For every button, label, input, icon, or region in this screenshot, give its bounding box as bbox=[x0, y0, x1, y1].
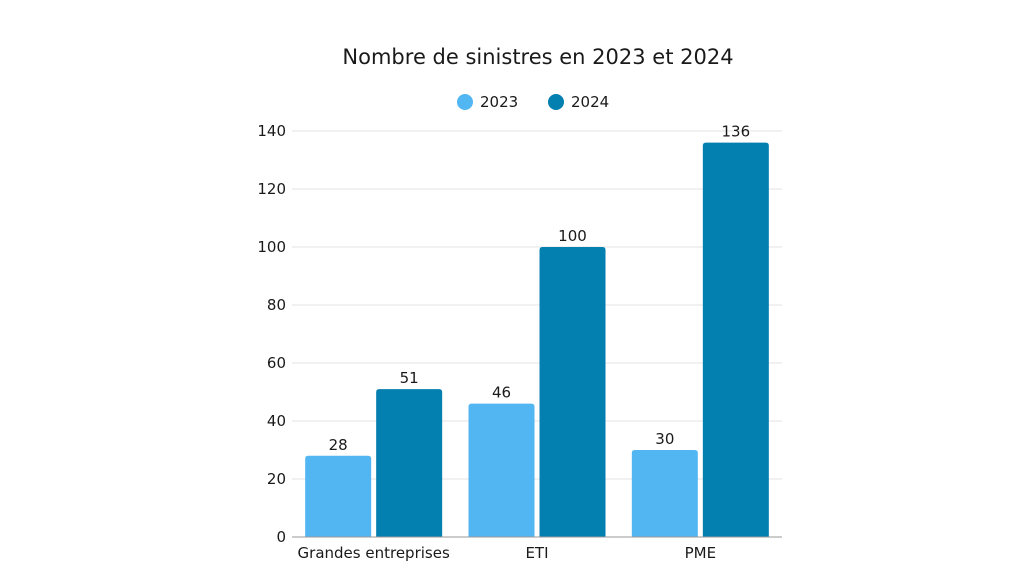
bar-2024-1 bbox=[539, 247, 606, 537]
bars: 28 51 46 100 30 136 bbox=[305, 123, 769, 537]
y-tick-label: 80 bbox=[267, 296, 286, 314]
legend-marker-2023 bbox=[457, 94, 473, 110]
bar-2024-2 bbox=[702, 142, 769, 537]
bar-2023-1 bbox=[468, 403, 535, 537]
bar-2023-2 bbox=[631, 450, 698, 537]
x-tick-label: Grandes entreprises bbox=[298, 544, 450, 562]
y-tick-label: 120 bbox=[257, 180, 286, 198]
x-tick-label: PME bbox=[685, 544, 716, 562]
chart-title: Nombre de sinistres en 2023 et 2024 bbox=[342, 45, 733, 69]
y-tick-label: 60 bbox=[267, 354, 286, 372]
data-label: 136 bbox=[722, 123, 751, 141]
y-tick-label: 40 bbox=[267, 412, 286, 430]
bar-2023-0 bbox=[305, 455, 372, 537]
data-label: 100 bbox=[558, 227, 587, 245]
legend-label: 2023 bbox=[480, 93, 518, 111]
y-tick-label: 140 bbox=[257, 122, 286, 140]
y-tick-label: 20 bbox=[267, 470, 286, 488]
y-tick-label: 100 bbox=[257, 238, 286, 256]
bar-2024-0 bbox=[376, 389, 443, 537]
legend-marker-2024 bbox=[548, 94, 564, 110]
y-axis: 0 20 40 60 80 100 120 140 bbox=[257, 122, 286, 546]
y-tick-label: 0 bbox=[276, 528, 286, 546]
legend: 2023 2024 bbox=[457, 93, 609, 111]
data-label: 51 bbox=[400, 369, 419, 387]
data-label: 46 bbox=[492, 384, 511, 402]
x-tick-label: ETI bbox=[525, 544, 548, 562]
data-label: 30 bbox=[655, 430, 674, 448]
gridlines bbox=[292, 130, 782, 480]
x-axis: Grandes entreprises ETI PME bbox=[292, 536, 782, 562]
legend-label: 2024 bbox=[571, 93, 609, 111]
data-label: 28 bbox=[329, 436, 348, 454]
